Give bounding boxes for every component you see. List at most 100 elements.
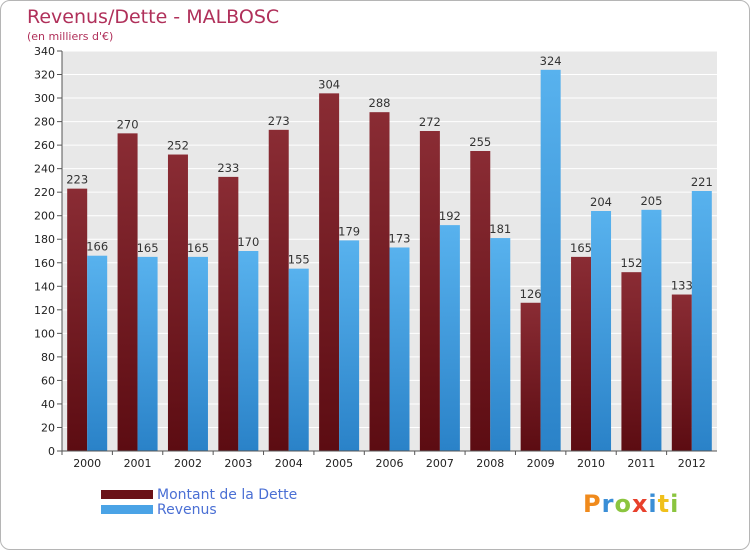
bar-revenus-2000 [87, 255, 108, 451]
bar-dette-2012 [671, 294, 692, 451]
y-tick-label: 300 [34, 92, 55, 105]
y-tick-label: 80 [41, 351, 55, 364]
data-label-dette: 272 [419, 115, 441, 129]
legend-label-dette: Montant de la Dette [157, 486, 298, 503]
data-label-revenus: 181 [489, 222, 511, 236]
y-tick-label: 260 [34, 139, 55, 152]
data-label-dette: 252 [167, 139, 189, 153]
bar-revenus-2001 [137, 256, 158, 451]
bar-dette-2001 [117, 133, 138, 451]
bar-revenus-2008 [490, 238, 511, 451]
bar-dette-2005 [319, 93, 340, 452]
bars [67, 69, 712, 452]
bar-dette-2002 [167, 154, 188, 451]
logo-letter: o [614, 490, 632, 518]
x-tick-label: 2000 [73, 457, 101, 470]
y-tick-label: 200 [34, 210, 55, 223]
y-tick-label: 0 [48, 445, 55, 458]
legend-swatch-revenus [101, 505, 153, 514]
bar-revenus-2005 [339, 240, 360, 451]
bar-dette-2009 [520, 302, 541, 451]
data-label-revenus: 324 [540, 54, 562, 68]
legend: Montant de la Dette Revenus [101, 486, 298, 518]
legend-label-revenus: Revenus [157, 501, 217, 518]
data-label-dette: 255 [469, 135, 491, 149]
legend-swatch-dette [101, 490, 153, 499]
y-tick-label: 340 [34, 45, 55, 58]
y-tick-label: 40 [41, 398, 55, 411]
x-tick-label: 2004 [275, 457, 303, 470]
y-tick-label: 160 [34, 257, 55, 270]
data-label-revenus: 205 [640, 194, 662, 208]
x-tick-label: 2008 [476, 457, 504, 470]
x-tick-label: 2007 [426, 457, 454, 470]
y-tick-label: 180 [34, 233, 55, 246]
logo-letter: t [657, 490, 671, 518]
x-tick-label: 2012 [678, 457, 706, 470]
data-label-revenus: 179 [338, 224, 360, 238]
y-tick-label: 280 [34, 116, 55, 129]
data-label-dette: 223 [66, 173, 88, 187]
data-label-dette: 270 [117, 117, 139, 131]
proxiti-logo: Proxiti [583, 490, 679, 518]
axes: 0 20 40 60 80 100 120 140 160 180 200 220 240 260 280 3… [34, 45, 717, 470]
y-tick-label: 240 [34, 163, 55, 176]
data-label-dette: 273 [268, 114, 290, 128]
logo-letter: P [583, 490, 602, 518]
bar-revenus-2009 [540, 69, 561, 451]
bar-revenus-2006 [389, 247, 410, 451]
bar-revenus-2011 [641, 209, 662, 451]
x-tick-label: 2009 [527, 457, 555, 470]
x-tick-label: 2001 [124, 457, 152, 470]
data-label-revenus: 170 [237, 235, 259, 249]
bar-revenus-2004 [288, 268, 309, 451]
y-tick-label: 20 [41, 421, 55, 434]
bar-revenus-2010 [591, 211, 612, 451]
data-label-dette: 233 [217, 161, 239, 175]
y-tick-label: 320 [34, 69, 55, 82]
data-label-revenus: 204 [590, 195, 612, 209]
y-tick-label: 140 [34, 280, 55, 293]
bar-dette-2000 [67, 188, 88, 451]
bar-dette-2008 [470, 151, 491, 451]
data-label-dette: 304 [318, 77, 340, 91]
data-label-dette: 133 [671, 279, 693, 293]
y-tick-label: 220 [34, 186, 55, 199]
data-labels: 223 166 270 165 252 165 233 170 273 155 304 179 288 1… [66, 54, 713, 301]
logo-letter: x [631, 490, 649, 518]
data-label-dette: 126 [520, 287, 542, 301]
chart-title: Revenus/Dette - MALBOSC [27, 6, 280, 28]
logo-letter: i [670, 490, 680, 518]
logo-letter: i [648, 490, 658, 518]
y-tick-label: 100 [34, 327, 55, 340]
bar-revenus-2007 [439, 225, 460, 451]
data-label-revenus: 166 [86, 240, 108, 254]
bar-dette-2011 [621, 272, 642, 451]
bar-dette-2003 [218, 176, 239, 451]
data-label-revenus: 192 [439, 209, 461, 223]
bar-revenus-2003 [238, 251, 259, 451]
x-tick-label: 2011 [627, 457, 655, 470]
x-tick-label: 2005 [325, 457, 353, 470]
data-label-revenus: 173 [389, 231, 411, 245]
bar-revenus-2012 [691, 191, 712, 451]
data-label-dette: 152 [620, 256, 642, 270]
data-label-dette: 165 [570, 241, 592, 255]
legend-item-dette: Montant de la Dette [101, 486, 298, 503]
data-label-revenus: 165 [187, 241, 209, 255]
legend-item-revenus: Revenus [101, 501, 297, 518]
x-tick-label: 2003 [224, 457, 252, 470]
chart-subtitle: (en milliers d'€) [27, 30, 114, 43]
bar-dette-2007 [419, 131, 440, 451]
data-label-dette: 288 [369, 96, 391, 110]
x-tick-label: 2006 [376, 457, 404, 470]
bar-revenus-2002 [187, 256, 208, 451]
data-label-revenus: 165 [137, 241, 159, 255]
x-tick-label: 2010 [577, 457, 605, 470]
bar-dette-2006 [369, 112, 390, 452]
x-tick-label: 2002 [174, 457, 202, 470]
logo-letter: r [601, 490, 615, 518]
data-label-revenus: 155 [288, 253, 310, 267]
bar-dette-2004 [268, 129, 289, 451]
